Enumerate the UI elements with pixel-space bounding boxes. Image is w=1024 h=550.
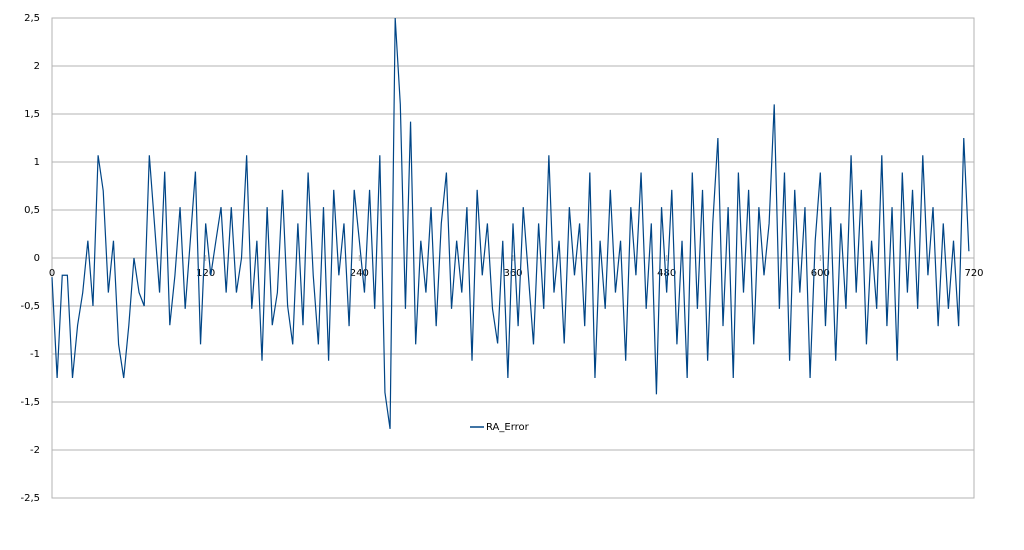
x-tick-label: 600 xyxy=(811,268,830,279)
y-tick-label: -1,5 xyxy=(20,397,40,408)
y-tick-label: -0,5 xyxy=(20,301,40,312)
y-tick-label: -2 xyxy=(30,445,40,456)
x-tick-label: 360 xyxy=(503,268,522,279)
y-tick-label: 1,5 xyxy=(24,109,40,120)
x-tick-label: 720 xyxy=(964,268,983,279)
y-tick-label: 2 xyxy=(34,61,40,72)
y-tick-label: -1 xyxy=(30,349,40,360)
x-tick-label: 120 xyxy=(196,268,215,279)
x-tick-label: 480 xyxy=(657,268,676,279)
x-tick-label: 240 xyxy=(350,268,369,279)
y-tick-label: 0 xyxy=(34,253,40,264)
x-tick-label: 0 xyxy=(49,268,55,279)
data-line xyxy=(51,17,970,429)
y-tick-label: 2,5 xyxy=(24,13,40,24)
legend-label: RA_Error xyxy=(486,422,530,433)
y-tick-label: 0,5 xyxy=(24,205,40,216)
y-tick-label: -2,5 xyxy=(20,493,40,504)
y-tick-label: 1 xyxy=(34,157,40,168)
